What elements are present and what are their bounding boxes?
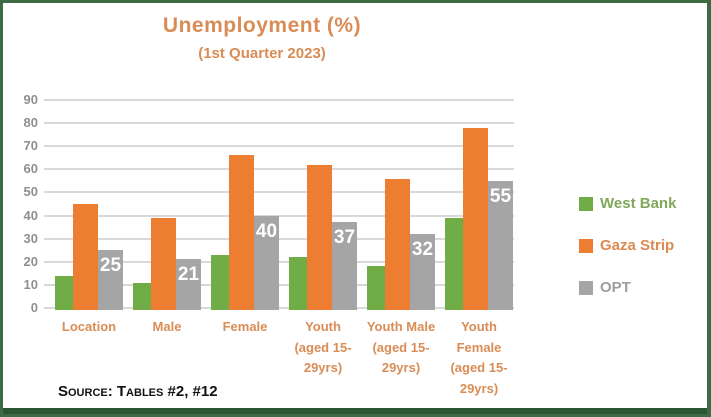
gridline-90 [44, 99, 514, 101]
bar-gaza-strip [151, 217, 176, 310]
y-axis-tick-label: 10 [23, 276, 38, 292]
legend-swatch-icon [579, 238, 593, 253]
bottom-accent-bar [0, 408, 711, 417]
legend-label: Gaza Strip [600, 237, 675, 254]
chart-header: Unemployment (%) (1st Quarter 2023) [0, 14, 524, 62]
y-axis-tick-label: 70 [23, 138, 38, 154]
y-axis-tick-label: 0 [30, 300, 38, 315]
category-label: Location [61, 319, 117, 334]
gridline-70 [44, 145, 514, 148]
bar-data-label: 55 [489, 185, 512, 207]
bar-gaza-strip [385, 178, 410, 310]
category-label: Youth Male (aged 15- 29yrs) [366, 319, 436, 376]
category-label: Youth (aged 15- 29yrs) [294, 319, 352, 376]
bar-data-label: 25 [99, 255, 122, 277]
y-axis-tick-label: 30 [23, 230, 38, 246]
chart-legend: West Bank Gaza Strip OPT [579, 195, 676, 321]
bar-data-label: 21 [177, 264, 200, 286]
bar-opt [410, 234, 435, 310]
category-label: Female [222, 319, 268, 334]
y-axis-tick-label: 40 [23, 207, 38, 223]
bar-data-label: 40 [255, 220, 278, 242]
gridline-20 [44, 260, 514, 263]
bar-west-bank [445, 217, 463, 310]
y-axis-tick-label: 60 [23, 161, 38, 177]
category-label: Male [152, 319, 182, 334]
chart-title: Unemployment (%) [162, 14, 362, 37]
chart-subtitle: (1st Quarter 2023) [198, 45, 326, 62]
legend-item-west-bank: West Bank [579, 195, 676, 212]
legend-item-gaza-strip: Gaza Strip [579, 237, 676, 254]
bar-gaza-strip [73, 204, 98, 310]
legend-item-opt: OPT [579, 279, 676, 296]
bar-west-bank [55, 275, 73, 310]
y-axis-tick-label: 80 [23, 115, 38, 131]
y-axis-tick-label: 50 [23, 184, 38, 200]
gridline-40 [44, 214, 514, 217]
bar-opt [98, 250, 123, 310]
legend-swatch-icon [579, 280, 593, 295]
gridline-30 [44, 237, 514, 240]
y-axis-tick-label: 20 [23, 253, 38, 269]
source-note: Source: Tables #2, #12 [58, 383, 218, 400]
category-label: Youth Female (aged 15- 29yrs) [450, 319, 508, 396]
legend-swatch-icon [579, 196, 593, 211]
bar-opt [488, 180, 513, 310]
y-axis-tick-label: 90 [23, 92, 38, 107]
bar-gaza-strip [307, 164, 332, 310]
gridline-10 [44, 283, 514, 286]
gridline-60 [44, 168, 514, 171]
bar-opt [254, 215, 279, 310]
legend-label: West Bank [600, 195, 677, 212]
bar-data-label: 32 [411, 239, 434, 261]
gridline-0 [44, 307, 514, 309]
bar-gaza-strip [229, 155, 254, 310]
gridline-50 [44, 191, 514, 194]
bar-west-bank [289, 257, 307, 310]
bar-gaza-strip [463, 127, 488, 310]
bar-data-label: 37 [333, 227, 356, 249]
bar-west-bank [367, 266, 385, 310]
bar-opt [176, 259, 201, 310]
legend-label: OPT [600, 279, 631, 296]
bar-opt [332, 222, 357, 310]
bar-west-bank [211, 254, 229, 310]
bar-west-bank [133, 282, 151, 310]
gridline-80 [44, 122, 514, 125]
